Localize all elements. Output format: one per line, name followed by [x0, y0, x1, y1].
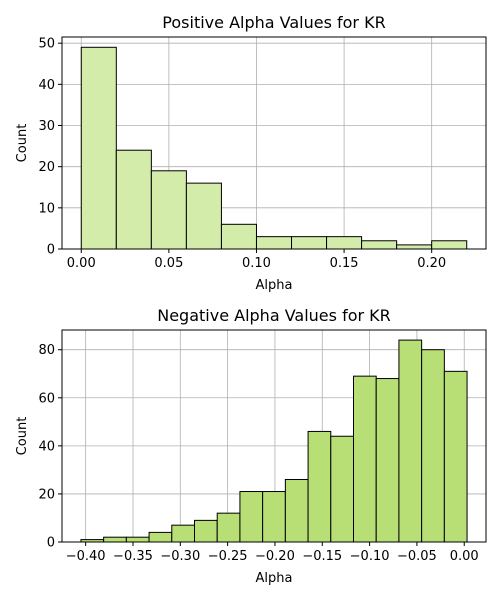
x-tick-label: −0.20	[255, 549, 295, 564]
x-tick-label: 0.05	[154, 256, 183, 271]
chart-title: Positive Alpha Values for KR	[162, 13, 385, 32]
histogram-bar	[148, 531, 173, 543]
histogram-bar	[125, 536, 150, 543]
y-tick-label: 40	[38, 78, 55, 93]
histogram-bar	[150, 170, 187, 250]
x-tick-label: −0.30	[160, 549, 200, 564]
histogram-bar	[220, 223, 257, 250]
histogram-bar	[185, 182, 222, 250]
histogram-bar	[307, 430, 332, 543]
histogram-bar	[291, 236, 328, 250]
histogram-bar	[103, 536, 127, 543]
x-tick-label: −0.10	[350, 549, 390, 564]
histogram-bar	[80, 46, 117, 250]
y-tick-label: 20	[38, 487, 55, 502]
y-tick-label: 50	[38, 37, 55, 52]
x-axis-label: Alpha	[256, 278, 293, 293]
histogram-bar	[353, 375, 377, 543]
histogram-bar	[284, 479, 309, 543]
histogram-bar	[326, 236, 363, 250]
histogram-bar	[216, 512, 241, 543]
histogram-bar	[262, 491, 286, 543]
histogram-bar	[431, 240, 468, 250]
x-ticks: −0.40 −0.35 −0.30 −0.25 −0.20 −0.15 −0.10 −0.05…	[66, 542, 479, 564]
y-ticks: 0 10 20 30 40 50	[38, 37, 62, 258]
x-tick-label: −0.15	[302, 549, 342, 564]
histogram-bars	[80, 46, 468, 250]
y-axis-label: Count	[15, 124, 30, 163]
x-tick-label: −0.05	[397, 549, 437, 564]
x-tick-label: 0.20	[417, 256, 446, 271]
x-ticks: 0.00 0.05 0.10 0.15 0.20	[67, 249, 446, 271]
negative-alpha-histogram: −0.40 −0.35 −0.30 −0.25 −0.20 −0.15 −0.10 −0.05…	[15, 306, 487, 586]
histogram-bar	[330, 435, 354, 543]
y-tick-label: 0	[47, 536, 55, 551]
y-tick-label: 30	[38, 119, 55, 134]
histogram-bar	[194, 519, 218, 543]
y-tick-label: 0	[47, 243, 55, 258]
y-tick-label: 80	[38, 343, 55, 358]
chart-title: Negative Alpha Values for KR	[157, 306, 391, 325]
y-tick-label: 60	[38, 391, 55, 406]
x-tick-label: 0.00	[67, 256, 96, 271]
histogram-bar	[171, 524, 196, 543]
axes-frame	[61, 36, 487, 250]
y-ticks: 0 20 40 60 80	[38, 343, 62, 551]
x-tick-label: 0.15	[330, 256, 359, 271]
y-tick-label: 20	[38, 160, 55, 175]
histogram-bar	[239, 491, 264, 543]
x-tick-label: 0.00	[450, 549, 479, 564]
x-axis-label: Alpha	[256, 571, 293, 586]
histogram-bar	[375, 378, 400, 543]
histogram-bar	[396, 244, 433, 250]
histogram-bars	[80, 339, 468, 543]
positive-alpha-histogram: 0.00 0.05 0.10 0.15 0.20 0 10 20 30 40 50 Positiv…	[15, 13, 487, 293]
x-tick-label: −0.40	[66, 549, 106, 564]
y-tick-label: 10	[38, 201, 55, 216]
histogram-bar	[421, 349, 445, 543]
x-tick-label: −0.25	[208, 549, 248, 564]
histogram-bar	[443, 370, 468, 543]
histogram-bar	[361, 240, 398, 250]
x-tick-label: −0.35	[113, 549, 153, 564]
histogram-bar	[398, 339, 423, 543]
x-tick-label: 0.10	[242, 256, 271, 271]
y-tick-label: 40	[38, 439, 55, 454]
y-axis-label: Count	[15, 417, 30, 456]
histogram-bar	[255, 236, 293, 250]
axes-frame	[61, 329, 487, 543]
histogram-bar	[115, 149, 152, 250]
